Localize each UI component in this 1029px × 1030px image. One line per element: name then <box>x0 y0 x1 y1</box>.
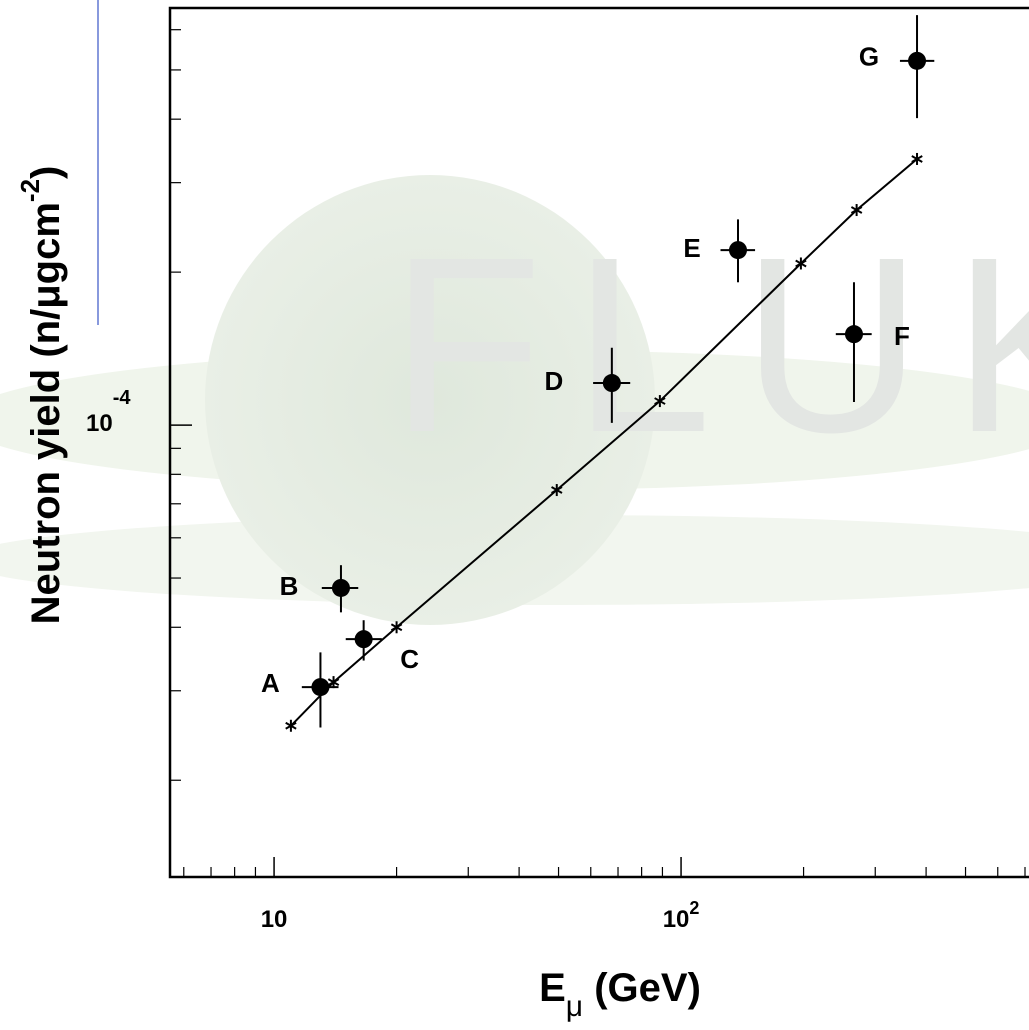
star-stroke <box>654 397 666 405</box>
x-tick-label: 10 <box>261 906 288 933</box>
data-point <box>354 630 373 649</box>
data-point <box>728 241 747 260</box>
y-title-main: Neutron yield (n/μgcm <box>24 202 68 624</box>
simulation-line <box>290 158 918 727</box>
simulation-point <box>327 676 340 689</box>
simulation-point <box>551 484 563 497</box>
y-tick-label: 10-4 <box>86 387 131 437</box>
simulation-point <box>654 395 666 408</box>
simulation-point <box>850 204 863 217</box>
star-stroke <box>911 155 923 163</box>
star-stroke <box>795 259 807 268</box>
plot-frame <box>168 6 1029 879</box>
simulation-point <box>911 152 923 165</box>
x-tick-base: 10 <box>261 906 288 933</box>
point-label: C <box>400 644 419 674</box>
x-tick-base: 10 <box>663 906 690 933</box>
watermark-globe <box>205 175 655 625</box>
x-tick-label: 102 <box>663 898 700 934</box>
star-stroke <box>390 623 403 632</box>
x-title-main: E <box>539 966 566 1010</box>
y-axis-title: Neutron yield (n/μgcm-2) <box>15 166 68 625</box>
data-point <box>331 578 350 597</box>
watermark-art <box>0 175 1029 625</box>
x-tick-exponent: 2 <box>689 898 699 918</box>
star-stroke <box>285 721 297 730</box>
y-title-end: ) <box>24 166 68 179</box>
star-stroke <box>551 486 563 494</box>
point-label: D <box>544 366 563 396</box>
y-tick-exponent: -4 <box>113 387 132 409</box>
data-point <box>844 325 863 344</box>
y-title-sup: -2 <box>15 179 45 202</box>
data-point <box>311 678 330 697</box>
point-label: A <box>261 668 280 698</box>
x-axis-title: Eμ (GeV) <box>539 966 701 1023</box>
y-tick-base: 10 <box>86 410 113 437</box>
data-point <box>602 374 621 393</box>
data-point <box>908 51 927 70</box>
point-label: B <box>280 571 299 601</box>
x-title-sub: μ <box>566 990 583 1023</box>
watermark-text: FLUKA <box>390 205 1029 484</box>
simulation-point <box>795 257 807 270</box>
star-stroke <box>327 678 340 686</box>
x-title-rest: (GeV) <box>583 966 701 1010</box>
point-label: E <box>683 233 700 263</box>
star-stroke <box>850 206 863 214</box>
point-label: F <box>894 321 910 351</box>
point-label: G <box>859 42 879 72</box>
simulation-point <box>285 719 297 732</box>
simulation-point <box>390 621 403 634</box>
